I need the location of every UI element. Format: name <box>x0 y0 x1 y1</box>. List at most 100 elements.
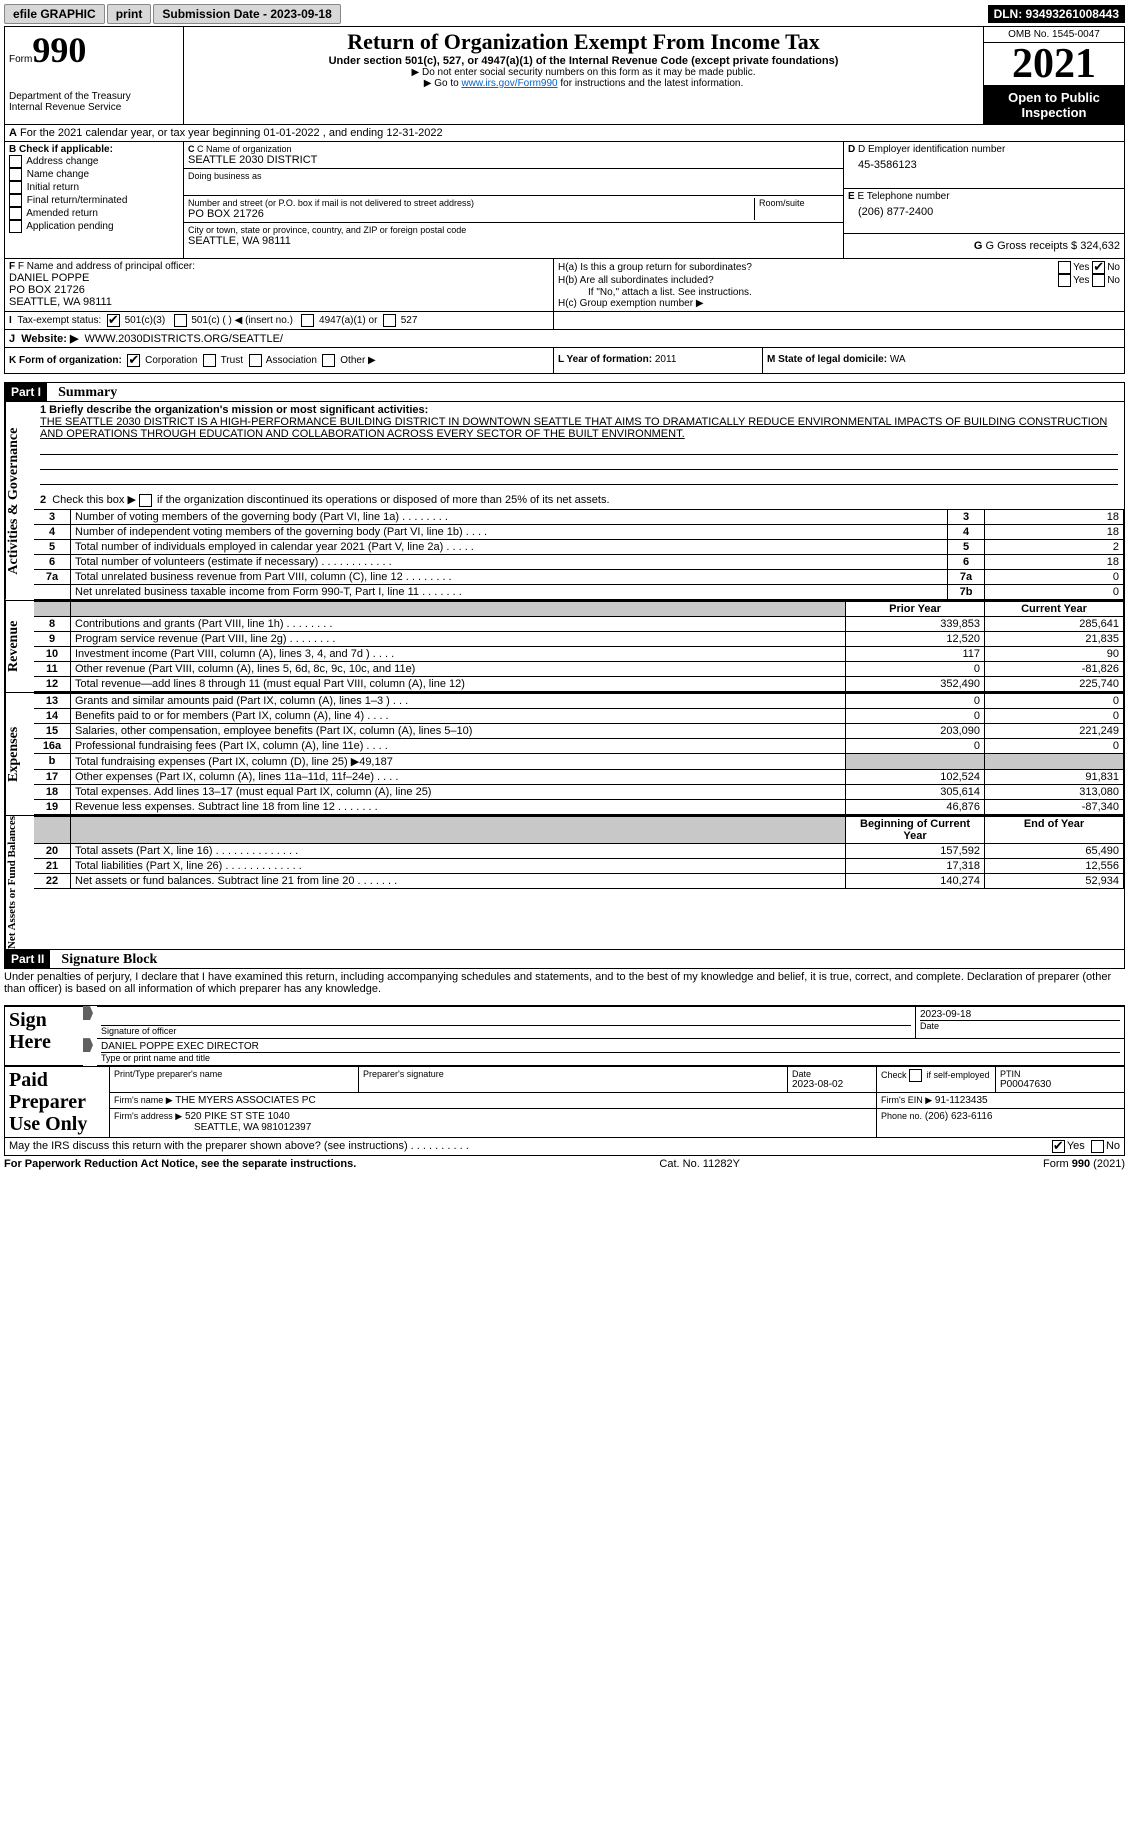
efile-badge: efile GRAPHIC <box>4 4 105 24</box>
form-number: 990 <box>32 30 90 70</box>
section-c: C C Name of organization SEATTLE 2030 DI… <box>184 142 844 258</box>
table-row: 8Contributions and grants (Part VIII, li… <box>34 616 1124 631</box>
table-row: 9Program service revenue (Part VIII, lin… <box>34 631 1124 646</box>
firm-name-label: Firm's name ▶ <box>114 1095 173 1105</box>
ha-no-checkbox[interactable] <box>1092 261 1105 274</box>
form-footer: Form 990 (2021) <box>1043 1158 1125 1170</box>
form-prefix: Form <box>9 54 32 65</box>
part1-header: Part I Summary <box>4 382 1125 402</box>
section-b-item: Address change <box>9 155 179 168</box>
section-b-item: Application pending <box>9 220 179 233</box>
website-value: WWW.2030DISTRICTS.ORG/SEATTLE/ <box>85 333 283 345</box>
phone-value: (206) 877-2400 <box>848 202 1120 218</box>
form-note1: ▶ Do not enter social security numbers o… <box>188 67 979 78</box>
hb-note: If "No," attach a list. See instructions… <box>558 287 1120 298</box>
table-row: 21Total liabilities (Part X, line 26) . … <box>34 858 1124 873</box>
org-type-section: K Form of organization: Corporation Trus… <box>4 348 1125 374</box>
ein-value: 45-3586123 <box>848 155 1120 171</box>
section-l: L Year of formation: 2011 <box>554 348 763 373</box>
paid-preparer-table: Paid Preparer Use Only Print/Type prepar… <box>4 1066 1125 1138</box>
other-checkbox[interactable] <box>322 354 335 367</box>
hb-yes-checkbox[interactable] <box>1058 274 1071 287</box>
section-b-label: B Check if applicable: <box>9 144 179 155</box>
top-bar: efile GRAPHIC print Submission Date - 20… <box>4 4 1125 24</box>
corp-checkbox[interactable] <box>127 354 140 367</box>
page-footer: For Paperwork Reduction Act Notice, see … <box>4 1156 1125 1172</box>
discuss-yes-checkbox[interactable] <box>1052 1140 1065 1153</box>
table-row: 11Other revenue (Part VIII, column (A), … <box>34 661 1124 676</box>
discuss-no-checkbox[interactable] <box>1091 1140 1104 1153</box>
527-checkbox[interactable] <box>383 314 396 327</box>
irs-discuss-q: May the IRS discuss this return with the… <box>9 1140 1052 1152</box>
table-row: 6Total number of volunteers (estimate if… <box>34 554 1124 569</box>
501c3-checkbox[interactable] <box>107 314 120 327</box>
ptin-label: PTIN <box>1000 1069 1120 1079</box>
part1-body: Activities & Governance 1 Briefly descri… <box>4 402 1125 601</box>
self-employed-checkbox[interactable] <box>909 1069 922 1082</box>
addr-label: Number and street (or P.O. box if mail i… <box>188 198 754 208</box>
sig-officer-label: Signature of officer <box>101 1025 911 1036</box>
table-row: 13Grants and similar amounts paid (Part … <box>34 693 1124 708</box>
net-table: Beginning of Current YearEnd of Year20To… <box>34 816 1124 889</box>
firm-addr: 520 PIKE ST STE 1040 <box>185 1111 290 1122</box>
table-row: 19Revenue less expenses. Subtract line 1… <box>34 799 1124 814</box>
revenue-table: Prior YearCurrent Year8Contributions and… <box>34 601 1124 692</box>
section-b: B Check if applicable: Address change Na… <box>5 142 184 258</box>
officer-addr1: PO BOX 21726 <box>9 284 549 296</box>
status-section: I Tax-exempt status: 501(c)(3) 501(c) ( … <box>4 312 1125 330</box>
assoc-checkbox[interactable] <box>249 354 262 367</box>
firm-ein-label: Firm's EIN ▶ <box>881 1095 932 1105</box>
section-h: H(a) Is this a group return for subordin… <box>554 259 1124 311</box>
table-row: 4Number of independent voting members of… <box>34 524 1124 539</box>
sign-here-label: Sign Here <box>9 1009 79 1053</box>
room-label: Room/suite <box>754 198 839 220</box>
part1-badge: Part I <box>5 383 47 401</box>
table-row: 18Total expenses. Add lines 13–17 (must … <box>34 784 1124 799</box>
officer-section: F F Name and address of principal office… <box>4 259 1125 312</box>
q2-checkbox[interactable] <box>139 494 152 507</box>
form-header: Form990 Department of the Treasury Inter… <box>4 26 1125 125</box>
paid-label: Paid Preparer Use Only <box>9 1069 105 1135</box>
trust-checkbox[interactable] <box>203 354 216 367</box>
firm-addr2: SEATTLE, WA 981012397 <box>114 1122 872 1133</box>
open-public-badge: Open to Public Inspection <box>984 86 1124 124</box>
checkbox[interactable] <box>9 181 22 194</box>
section-f: F F Name and address of principal office… <box>5 259 554 311</box>
c-name-label: C C Name of organization <box>188 144 839 154</box>
checkbox[interactable] <box>9 220 22 233</box>
governance-table: 3Number of voting members of the governi… <box>34 509 1124 600</box>
section-b-item: Name change <box>9 168 179 181</box>
checkbox[interactable] <box>9 155 22 168</box>
cat-no: Cat. No. 11282Y <box>659 1158 740 1170</box>
checkbox[interactable] <box>9 207 22 220</box>
table-header: Prior YearCurrent Year <box>34 601 1124 616</box>
prep-date-label: Date <box>792 1069 872 1079</box>
firm-addr-label: Firm's address ▶ <box>114 1111 182 1121</box>
org-city: SEATTLE, WA 98111 <box>188 235 839 247</box>
ha-yes-checkbox[interactable] <box>1058 261 1071 274</box>
form-subtitle: Under section 501(c), 527, or 4947(a)(1)… <box>188 55 979 67</box>
table-row: 14Benefits paid to or for members (Part … <box>34 708 1124 723</box>
4947-checkbox[interactable] <box>301 314 314 327</box>
501c-checkbox[interactable] <box>174 314 187 327</box>
dept-label: Department of the Treasury <box>9 91 179 102</box>
hb-no-checkbox[interactable] <box>1092 274 1105 287</box>
hc-label: H(c) Group exemption number ▶ <box>558 298 1120 309</box>
identity-section: B Check if applicable: Address change Na… <box>4 142 1125 259</box>
checkbox[interactable] <box>9 194 22 207</box>
officer-addr2: SEATTLE, WA 98111 <box>9 296 549 308</box>
part1-title: Summary <box>50 385 117 400</box>
right-column: D D Employer identification number 45-35… <box>844 142 1124 258</box>
table-header: Beginning of Current YearEnd of Year <box>34 816 1124 843</box>
irs-link[interactable]: www.irs.gov/Form990 <box>461 78 557 89</box>
checkbox[interactable] <box>9 168 22 181</box>
sign-name: DANIEL POPPE EXEC DIRECTOR <box>101 1041 1120 1052</box>
submission-date: Submission Date - 2023-09-18 <box>153 4 340 24</box>
part2-title: Signature Block <box>53 952 157 967</box>
firm-phone: (206) 623-6116 <box>925 1111 993 1122</box>
table-row: 17Other expenses (Part IX, column (A), l… <box>34 769 1124 784</box>
sign-date-label: Date <box>920 1020 1120 1031</box>
table-row: 16aProfessional fundraising fees (Part I… <box>34 738 1124 753</box>
print-button[interactable]: print <box>107 4 152 24</box>
org-name: SEATTLE 2030 DISTRICT <box>188 154 839 166</box>
